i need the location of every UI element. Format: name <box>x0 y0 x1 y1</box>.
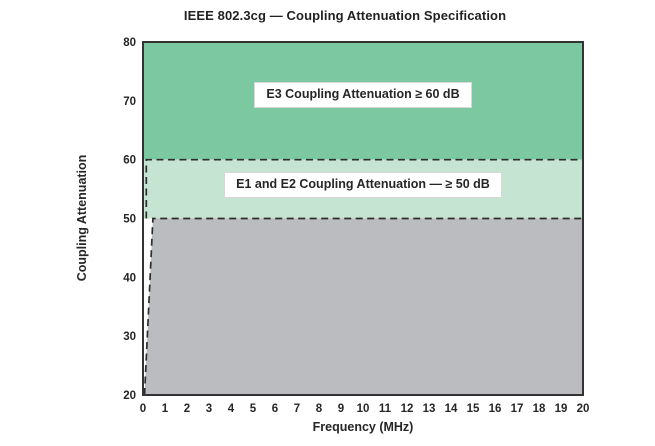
y-tick-label: 30 <box>123 331 136 343</box>
x-tick-label: 2 <box>184 403 190 415</box>
x-tick-label: 3 <box>206 403 212 415</box>
x-tick-label: 10 <box>357 403 370 415</box>
below-spec-region <box>144 218 584 395</box>
y-tick-label: 60 <box>123 155 136 167</box>
x-tick-label: 11 <box>379 403 392 415</box>
x-tick-label: 6 <box>272 403 278 415</box>
x-axis-title: Frequency (MHz) <box>312 420 414 434</box>
x-tick-label: 9 <box>338 403 344 415</box>
60db-limit-line <box>145 158 583 219</box>
x-tick-label: 19 <box>555 403 568 415</box>
y-tick-label: 80 <box>123 37 136 49</box>
e3-region-label: E3 Coupling Attenuation ≥ 60 dB <box>254 82 472 108</box>
e1e2-region-label: E1 and E2 Coupling Attenuation — ≥ 50 dB <box>224 172 502 198</box>
x-tick-label: 17 <box>511 403 524 415</box>
chart-title: IEEE 802.3cg — Coupling Attenuation Spec… <box>183 8 507 23</box>
x-tick-label: 7 <box>294 403 300 415</box>
x-tick-label: 5 <box>250 403 257 415</box>
x-tick-label: 0 <box>140 403 146 415</box>
x-tick-label: 8 <box>316 403 323 415</box>
e1e2-annotation-row: E1 and E2 Coupling Attenuation — ≥ 50 dB <box>143 172 583 198</box>
50db-limit-line <box>143 217 583 396</box>
e3-annotation-row: E3 Coupling Attenuation ≥ 60 dB <box>143 82 583 108</box>
y-axis-title: Coupling Attenuation <box>75 154 89 282</box>
x-tick-label: 18 <box>533 403 546 415</box>
x-tick-label: 16 <box>489 403 502 415</box>
y-tick-label: 50 <box>123 214 136 226</box>
plot-frame <box>142 41 584 396</box>
x-tick-label: 14 <box>445 403 458 415</box>
y-tick-label: 20 <box>123 390 136 402</box>
x-tick-label: 12 <box>401 403 414 415</box>
x-tick-label: 1 <box>162 403 169 415</box>
x-tick-label: 15 <box>467 403 480 415</box>
x-tick-label: 13 <box>423 403 436 415</box>
x-tick-label: 20 <box>577 403 590 415</box>
y-tick-label: 40 <box>123 272 136 284</box>
x-tick-label: 4 <box>228 403 235 415</box>
y-tick-label: 70 <box>123 96 136 108</box>
